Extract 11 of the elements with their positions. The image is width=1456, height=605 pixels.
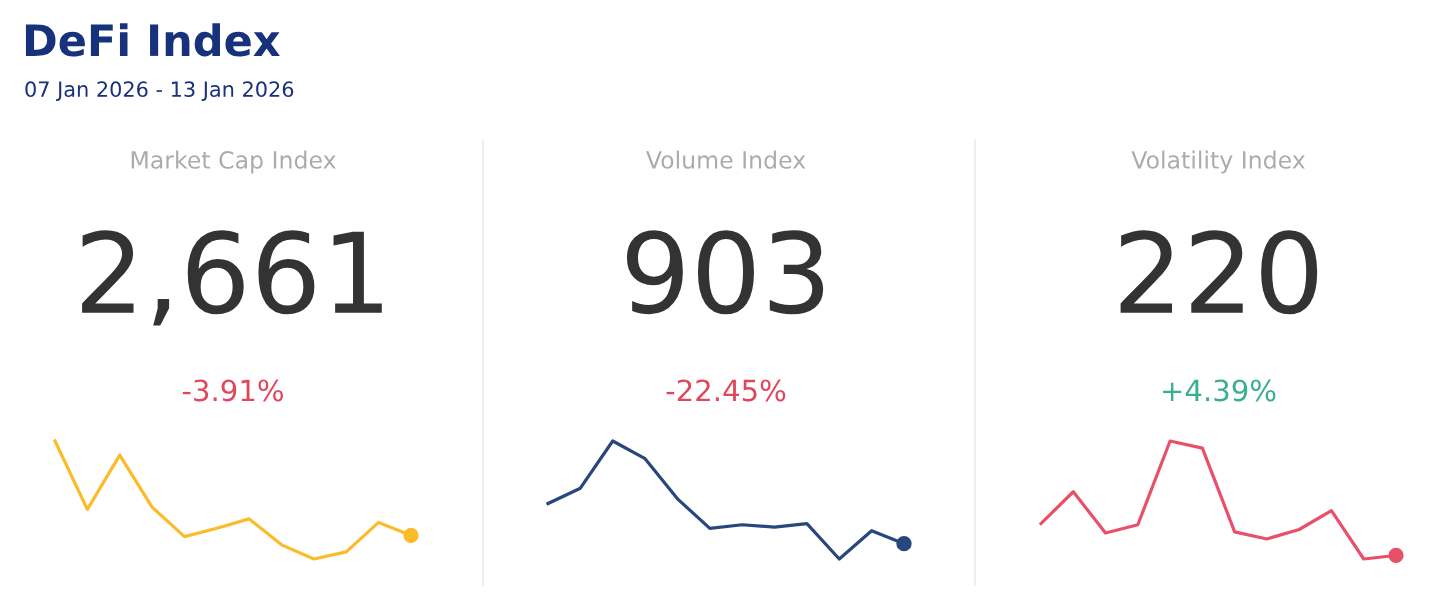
chart-title: Volume Index xyxy=(646,150,806,169)
text: 220 xyxy=(1120,230,1318,315)
text: +4.39% xyxy=(1163,379,1276,402)
text: 07 Jan 2026 - 13 Jan 2026 xyxy=(25,81,294,101)
text: 2,661 xyxy=(82,230,382,326)
text: -22.45% xyxy=(666,379,786,402)
chart-title: Market Cap Index xyxy=(131,150,336,174)
text: DeFi Index xyxy=(25,23,280,57)
text: 903 xyxy=(626,230,824,315)
chart-title: Volatility Index xyxy=(1131,150,1305,174)
text: -3.91% xyxy=(182,379,283,402)
